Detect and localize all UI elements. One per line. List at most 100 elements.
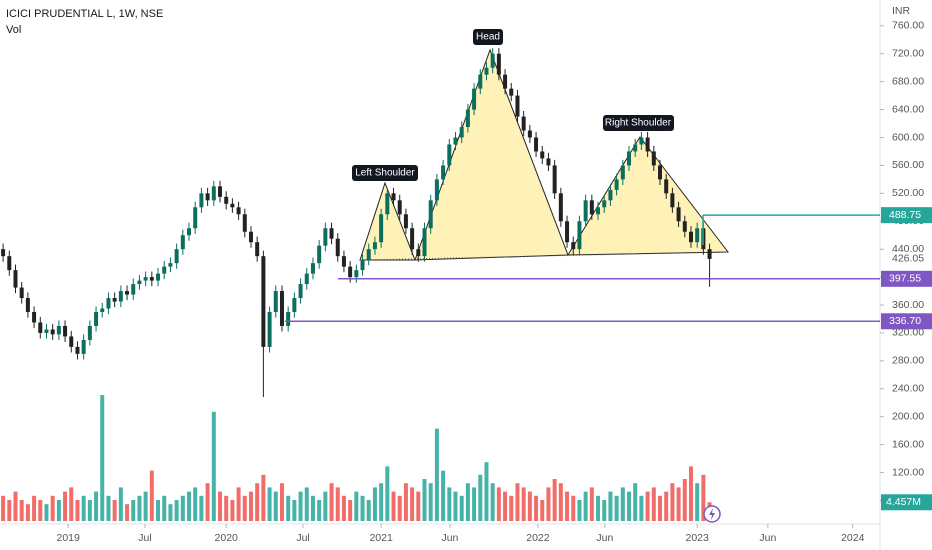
volume-bar [571, 495, 576, 521]
candle-body [496, 53, 501, 75]
volume-bar [224, 495, 229, 521]
candle-body [682, 221, 687, 232]
price-tag [881, 207, 932, 224]
candle-body [552, 165, 557, 194]
annotations: Left Shoulder Head Right Shoulder [352, 29, 721, 523]
candle-body [695, 228, 700, 243]
volume-bar [658, 495, 662, 521]
candle-body [503, 74, 508, 89]
candle-body [670, 193, 675, 208]
candle-body [348, 266, 353, 278]
volume-tag-label: 4.457M [886, 496, 921, 508]
volume-bar [385, 466, 390, 521]
candle-body [13, 270, 18, 288]
candle-body [236, 207, 241, 215]
candle-body [341, 256, 346, 267]
volume-bar [100, 395, 105, 521]
candle-body [515, 95, 520, 117]
annotation-box [603, 115, 674, 131]
candle-body [310, 263, 315, 274]
candle-body [385, 193, 390, 215]
candle-body [639, 137, 644, 145]
volume-bar [168, 504, 173, 521]
volume-bar [589, 487, 594, 521]
candle-body [211, 186, 216, 201]
x-tick-label: Jun [596, 532, 613, 544]
volume-bar [25, 504, 30, 521]
candle-body [100, 308, 105, 312]
volume-bar [75, 500, 80, 521]
candle-body [589, 200, 594, 215]
candle-body [242, 214, 247, 232]
volume-bar [410, 487, 415, 521]
candle-body [391, 193, 396, 201]
price-tag [881, 270, 932, 287]
volume-bar [236, 487, 241, 521]
candle-body [87, 325, 92, 340]
candle-body [372, 242, 377, 250]
candle-body [19, 287, 24, 299]
volume-bar [13, 491, 18, 521]
alert-bolt [709, 508, 715, 520]
x-tick-label: 2021 [369, 532, 393, 544]
volume-bar [441, 470, 446, 521]
candle-body [292, 298, 297, 312]
volume-bar [335, 487, 340, 521]
candle-body [614, 179, 619, 190]
candle-body [558, 193, 563, 222]
volume-bar [422, 479, 427, 521]
volume-bar [515, 483, 520, 521]
candle-body [273, 291, 278, 312]
candle-body [32, 312, 37, 323]
candle-body [81, 339, 86, 354]
volume-bar [187, 491, 192, 521]
candle-body [379, 214, 384, 243]
y-tick-label: 520.00 [892, 187, 924, 199]
price-tag-label: 397.55 [889, 273, 921, 285]
chart-title: ICICI PRUDENTIAL L, 1W, NSE [6, 8, 163, 20]
volume-bar [87, 500, 92, 521]
candle-body [168, 263, 173, 267]
volume-tag [881, 494, 932, 511]
candle-body [224, 196, 229, 204]
volume-bar [676, 487, 681, 521]
volume-bar [329, 483, 334, 521]
price-tag-label: 336.70 [889, 315, 921, 327]
volume-bar [180, 495, 185, 521]
volume-bar [162, 495, 167, 521]
candle-body [279, 291, 284, 326]
left-shoulder-triangle [359, 181, 416, 261]
y-tick-label: 240.00 [892, 383, 924, 395]
candle-body [583, 200, 588, 222]
volume-bar [620, 487, 625, 521]
head-triangle [414, 48, 569, 261]
volume-bar [434, 428, 439, 521]
currency-label: INR [892, 5, 911, 17]
volume-bar [577, 500, 582, 521]
candle-body [447, 144, 452, 166]
volume-bar [565, 491, 570, 521]
volume-bar [230, 500, 235, 521]
annotation-box [473, 29, 503, 45]
candle-body [180, 235, 185, 250]
candle-body [602, 200, 607, 208]
candle-body [453, 137, 458, 145]
candle-body [577, 221, 582, 250]
volume-bar [472, 487, 477, 521]
candle-body [199, 193, 204, 208]
candle-body [472, 88, 477, 110]
volume-bar [453, 491, 458, 521]
volume-bar [44, 504, 49, 521]
volume-bar [478, 474, 483, 521]
candle-body [676, 207, 681, 222]
volume-bar [7, 500, 12, 521]
volume-bar [118, 487, 123, 521]
volume-bar [50, 495, 55, 521]
candle-body [354, 270, 359, 278]
volume-bar [341, 495, 346, 521]
candle-body [131, 284, 136, 295]
candle-body [416, 249, 421, 257]
candle-body [248, 231, 253, 243]
volume-bar [503, 491, 508, 521]
